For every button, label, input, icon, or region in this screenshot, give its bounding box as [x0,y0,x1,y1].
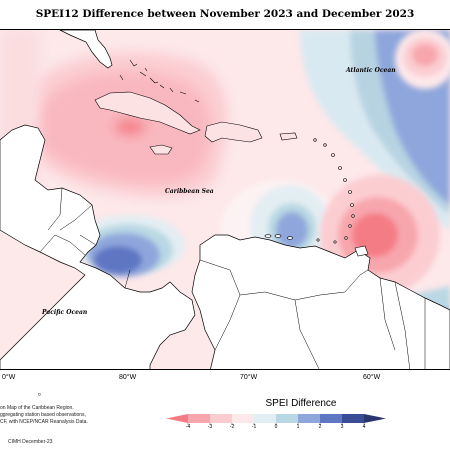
lesser-antilles-islands [313,138,355,244]
colorbar-tick-label: 2 [318,424,322,430]
colorbar-segment [188,414,211,423]
hispaniola-land [204,121,263,143]
colorbar-segment [364,414,386,423]
colorbar-tick-label: -1 [251,424,257,430]
map-title: SPEI12 Difference between November 2023 … [35,8,415,20]
colorbar-tick-label: -3 [207,424,213,430]
footnote-line-1: on Map of the Caribbean Region. [0,405,74,411]
colorbar-tick-label: 3 [340,424,344,430]
colorbar-segment [254,414,277,423]
florida-land [59,30,113,69]
central-america-land [0,124,196,369]
footnote-line-2: ggregating station based observations, [0,412,86,418]
colorbar-segment [166,414,188,423]
footnote-line-3: CF, with NCEP/NCAR Reanalysis Data. [0,419,88,425]
colorbar-tick-label: 1 [296,424,300,430]
caribbean-sea-label: Caribbean Sea [165,188,214,195]
lon-label-70w: 70°W [240,374,258,381]
jamaica-land [149,144,173,155]
map-panel: Atlantic Ocean Caribbean Sea Pacific Oce… [0,29,450,370]
colorbar-tick-label: -2 [229,424,235,430]
antilles-dry-anomaly [17,52,228,197]
pacific-ocean-label: Pacific Ocean [42,309,88,316]
abc-islands [264,234,293,240]
country-borders [39,187,426,369]
credit-text: CIMH December-23 [8,439,53,445]
lon-label-60w: 60°W [363,374,381,381]
puerto-rico-land [279,132,298,141]
colorbar-tick-label: -4 [185,424,191,430]
atlantic-dry-anomaly [395,30,450,89]
spei-difference-map [0,30,450,369]
colorbar-segment [210,414,233,423]
lon-label-90w: 0°W [2,374,16,381]
colorbar-segment [298,414,321,423]
central-america-wet-anomaly [75,215,185,277]
colorbar-segment [320,414,343,423]
lon-label-80w: 80°W [119,374,137,381]
colorbar-tick-label: 0 [274,424,278,430]
atlantic-ocean-label: Atlantic Ocean [346,67,396,74]
colorbar-segment [232,414,255,423]
colorbar-tick-label: 4 [362,424,366,430]
colorbar-segment [276,414,299,423]
colorbar [166,414,386,425]
colorbar-title: SPEI Difference [265,398,337,409]
colorbar-segment [342,414,365,423]
cuba-land [94,91,201,135]
logo-mark: ¤ [38,392,41,398]
bahamas-islands [119,59,200,103]
